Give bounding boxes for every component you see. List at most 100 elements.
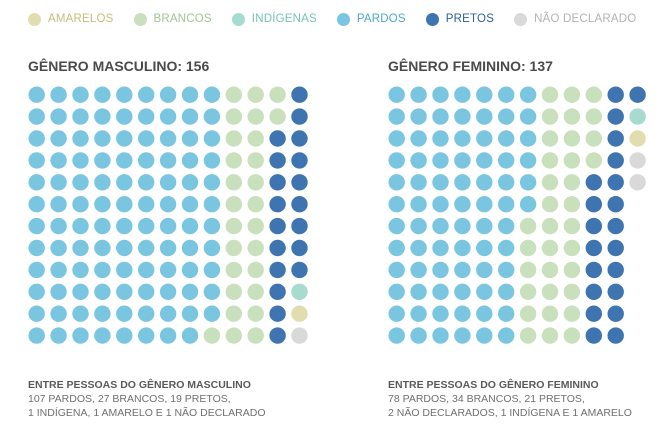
dot-pardos [160,327,176,343]
dot-grid-masculino [28,86,313,352]
dot-pretos [291,87,307,103]
dot-pardos [454,130,470,146]
dot-pretos [586,240,602,256]
dot-brancos [542,108,558,124]
dot-brancos [269,108,285,124]
dot-pardos [454,87,470,103]
dot-pardos [454,262,470,278]
dot-pardos [204,306,220,322]
dot-brancos [564,152,580,168]
dot-pardos [72,240,88,256]
dot-pardos [94,284,110,300]
dot-pardos [116,306,132,322]
dot-pardos [160,196,176,212]
dot-pardos [72,87,88,103]
dot-pardos [138,174,154,190]
dot-pardos [498,196,514,212]
legend: AMARELOS BRANCOS INDÍGENAS PARDOS PRETOS… [28,8,656,30]
note-masculino: ENTRE PESSOAS DO GÊNERO MASCULINO 107 PA… [28,378,266,420]
dot-pardos [72,218,88,234]
dot-pretos [608,284,624,300]
dot-pardos [432,130,448,146]
dot-pardos [72,130,88,146]
dot-pardos [50,218,66,234]
dot-pretos [608,262,624,278]
dot-pardos [50,152,66,168]
dot-pardos [138,87,154,103]
dot-brancos [520,284,536,300]
dot-nao-declarado [629,152,645,168]
dot-pretos [291,174,307,190]
dot-pardos [160,218,176,234]
dot-pardos [94,262,110,278]
dot-pretos [291,240,307,256]
dot-pardos [50,262,66,278]
dot-brancos [248,174,264,190]
dot-brancos [564,174,580,190]
dot-brancos [226,262,242,278]
legend-item-pardos: PARDOS [337,13,406,26]
dot-pardos [72,327,88,343]
dot-pardos [72,108,88,124]
dot-pretos [269,152,285,168]
dot-pardos [498,218,514,234]
dot-pardos [72,174,88,190]
dot-pretos [269,262,285,278]
dot-pardos [116,196,132,212]
dot-pardos [410,262,426,278]
dot-pretos [269,196,285,212]
dot-pardos [389,327,405,343]
dot-pretos [291,262,307,278]
dot-pretos [291,108,307,124]
dot-brancos [226,306,242,322]
dot-pardos [476,284,492,300]
dot-pardos [29,327,45,343]
dot-pardos [182,130,198,146]
dot-pardos [498,87,514,103]
dot-pardos [50,174,66,190]
dot-pardos [50,306,66,322]
dot-pardos [454,327,470,343]
dot-pardos [432,284,448,300]
dot-pretos [608,218,624,234]
dot-pardos [182,152,198,168]
dot-pardos [410,108,426,124]
legend-item-brancos: BRANCOS [134,13,212,26]
dot-pardos [29,218,45,234]
dot-pretos [608,306,624,322]
dot-pardos [410,174,426,190]
dot-pardos [182,87,198,103]
dot-pardos [50,196,66,212]
dot-pretos [269,306,285,322]
dot-pardos [182,196,198,212]
dot-pardos [410,218,426,234]
note-title-masculino: ENTRE PESSOAS DO GÊNERO MASCULINO [28,378,266,392]
note-line-masculino-2: 1 INDÍGENA, 1 AMARELO E 1 NÃO DECLARADO [28,406,266,420]
dot-pretos [269,130,285,146]
dot-pretos [586,262,602,278]
dot-pretos [608,108,624,124]
teal-dot-icon [232,13,245,26]
dot-pretos [586,174,602,190]
dot-pardos [454,284,470,300]
dot-pardos [389,240,405,256]
dot-amarelos [629,130,645,146]
dot-brancos [542,152,558,168]
dot-pardos [116,130,132,146]
dot-brancos [564,284,580,300]
dot-pardos [29,108,45,124]
dot-pardos [116,218,132,234]
dot-pardos [116,262,132,278]
note-line-masculino-1: 107 PARDOS, 27 BRANCOS, 19 PRETOS, [28,392,266,406]
dot-pardos [204,87,220,103]
dot-brancos [564,218,580,234]
dot-pardos [476,130,492,146]
dot-pardos [498,130,514,146]
dot-pardos [476,240,492,256]
dot-pretos [608,174,624,190]
dot-grid-feminino [388,86,651,352]
dot-pardos [410,240,426,256]
dot-brancos [226,130,242,146]
dot-pardos [50,327,66,343]
legend-label-pretos: PRETOS [446,13,494,25]
